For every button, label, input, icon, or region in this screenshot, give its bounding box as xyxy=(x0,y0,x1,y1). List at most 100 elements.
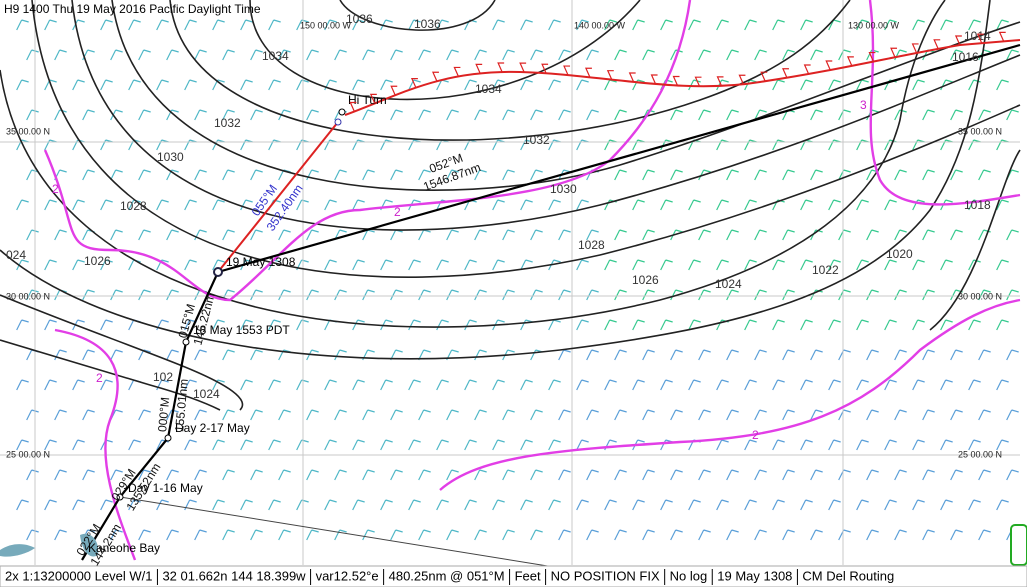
wind-barb xyxy=(530,529,543,541)
wave-label: 2 xyxy=(52,182,59,196)
wind-barb xyxy=(250,469,263,481)
track-tick xyxy=(390,85,398,96)
wind-barb xyxy=(474,469,487,481)
waypoint xyxy=(182,338,190,346)
isobar-label: 1026 xyxy=(84,254,111,268)
wind-barb xyxy=(950,109,963,121)
wind-barb xyxy=(492,439,505,451)
wind-barb xyxy=(716,19,729,31)
isobar xyxy=(169,0,851,141)
track-tick xyxy=(998,31,1006,42)
wind-barb xyxy=(82,169,95,181)
status-bar xyxy=(0,565,1027,587)
track-tick xyxy=(650,74,658,85)
wind-barb xyxy=(324,439,337,451)
isobar xyxy=(111,0,1021,191)
wind-barb xyxy=(250,169,263,181)
wind-barb xyxy=(810,469,823,481)
wind-barb xyxy=(744,19,757,31)
wind-barb xyxy=(614,409,627,421)
wind-barb xyxy=(250,109,263,121)
wind-barb xyxy=(16,379,29,391)
wind-barb xyxy=(642,409,655,421)
rhumb-line xyxy=(119,496,561,569)
grid xyxy=(0,0,1020,565)
wind-barb xyxy=(492,259,505,271)
isobar-label: 1024 xyxy=(193,387,220,401)
wind-barb xyxy=(446,49,459,61)
wind-barb xyxy=(212,319,225,331)
wind-barb xyxy=(100,319,113,331)
wind-barb xyxy=(194,169,207,181)
wind-barb xyxy=(744,79,757,91)
wind-barb xyxy=(866,349,879,361)
wind-barb xyxy=(660,499,673,511)
track-tick xyxy=(497,62,505,73)
wind-barb xyxy=(156,199,169,211)
wind-barb xyxy=(530,229,543,241)
wind-barb xyxy=(754,409,767,421)
wind-barb xyxy=(418,169,431,181)
wind-barb xyxy=(688,499,701,511)
wind-barb xyxy=(670,349,683,361)
side-button[interactable] xyxy=(1010,524,1027,566)
waypoint xyxy=(116,493,124,501)
wind-barb xyxy=(912,259,925,271)
wind-barb xyxy=(54,529,67,541)
wind-barb xyxy=(54,349,67,361)
wind-barb xyxy=(978,169,991,181)
wind-barb xyxy=(894,229,907,241)
track-tick xyxy=(672,75,680,86)
isobar xyxy=(31,0,1021,278)
wind-barb xyxy=(184,199,197,211)
wind-barb xyxy=(418,409,431,421)
wind-barb xyxy=(996,439,1009,451)
wind-barb xyxy=(558,49,571,61)
wave-label: 2 xyxy=(394,205,401,219)
wind-barb xyxy=(72,199,85,211)
wind-barb xyxy=(362,169,375,181)
wind-barb xyxy=(156,79,169,91)
wind-barb xyxy=(726,289,739,301)
wind-barb xyxy=(894,289,907,301)
wind-barb xyxy=(184,259,197,271)
wind-barb xyxy=(128,79,141,91)
wind-barb xyxy=(306,169,319,181)
wind-barb xyxy=(380,259,393,271)
wind-barb xyxy=(138,469,151,481)
wind-barb xyxy=(828,319,841,331)
wind-barb xyxy=(698,469,711,481)
wind-barb xyxy=(520,199,533,211)
wind-barb xyxy=(324,379,337,391)
isobar xyxy=(0,0,946,328)
wind-barb xyxy=(16,199,29,211)
wind-barb xyxy=(894,409,907,421)
wind-barb xyxy=(380,499,393,511)
wind-barb xyxy=(530,49,543,61)
wind-barb xyxy=(968,439,981,451)
wind-barb xyxy=(782,349,795,361)
wind-barb xyxy=(194,409,207,421)
isobar xyxy=(249,0,641,101)
wind-barb xyxy=(520,79,533,91)
status-field: NO POSITION FIX xyxy=(551,568,660,583)
wind-barb xyxy=(670,529,683,541)
status-field: 19 May 1308 xyxy=(717,568,792,583)
track-tick xyxy=(760,71,768,82)
wind-barb xyxy=(548,499,561,511)
wind-barb xyxy=(772,19,785,31)
wind-barb xyxy=(72,79,85,91)
wind-barb xyxy=(408,19,421,31)
wind-barb xyxy=(110,229,123,241)
status-field: var12.52°e xyxy=(316,568,379,583)
wind-barb xyxy=(754,229,767,241)
wind-barb xyxy=(446,229,459,241)
wind-barb xyxy=(166,349,179,361)
isobar-label: 1036 xyxy=(346,12,373,26)
wind-barb xyxy=(558,529,571,541)
wind-barb xyxy=(856,259,869,271)
wind-barb xyxy=(604,259,617,271)
wind-barb xyxy=(912,379,925,391)
wind-barb xyxy=(586,109,599,121)
wind-barb xyxy=(380,439,393,451)
